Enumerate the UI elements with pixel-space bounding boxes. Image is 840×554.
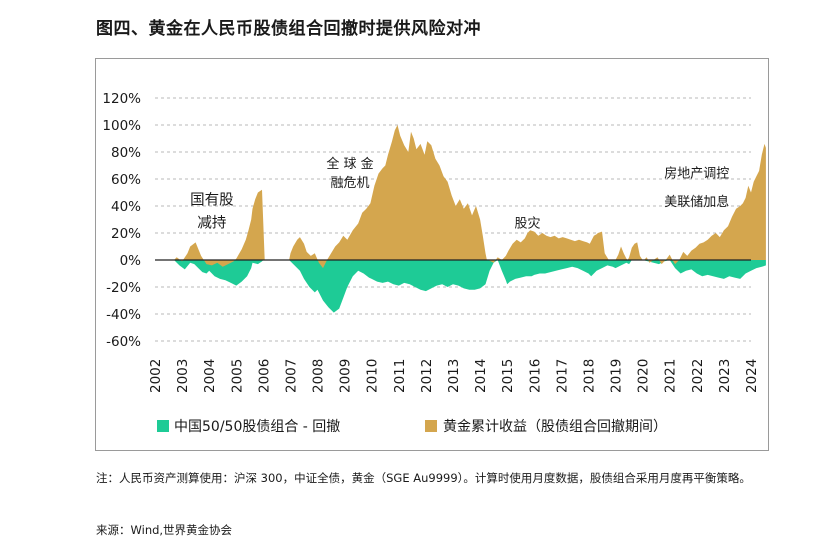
- x-tick-label: 2005: [229, 359, 245, 393]
- x-tick-label: 2004: [202, 359, 218, 393]
- y-tick-label: 40%: [111, 199, 141, 215]
- legend: 中国50/50股债组合 - 回撤 黄金累计收益（股债组合回撤期间）: [157, 418, 667, 435]
- event-annotation: 减持: [197, 215, 226, 232]
- x-tick-label: 2019: [609, 359, 625, 393]
- portfolio-drawdown-area: [174, 260, 766, 313]
- chart-frame: [95, 58, 769, 451]
- x-tick-label: 2010: [365, 359, 381, 393]
- gold-return-area: [174, 125, 766, 269]
- x-tick-label: 2021: [663, 359, 679, 393]
- x-tick-label: 2008: [311, 359, 327, 393]
- x-tick-label: 2017: [554, 359, 570, 393]
- x-tick-label: 2018: [581, 359, 597, 393]
- x-tick-label: 2023: [717, 359, 733, 393]
- x-tick-label: 2015: [500, 359, 516, 393]
- event-annotation: 股灾: [514, 216, 540, 232]
- legend-gold-swatch: [425, 420, 437, 432]
- y-tick-label: -20%: [106, 280, 141, 296]
- y-tick-label: 100%: [102, 118, 141, 134]
- x-tick-label: 2006: [256, 359, 272, 393]
- footnote: 注：人民币资产测算使用：沪深 300，中证全债，黄金（SGE Au9999）。计…: [96, 471, 751, 485]
- x-tick-label: 2012: [419, 359, 435, 393]
- x-tick-label: 2014: [473, 359, 489, 393]
- x-tick-label: 2016: [527, 359, 543, 393]
- y-tick-label: 20%: [111, 226, 141, 242]
- x-tick-label: 2022: [690, 359, 706, 393]
- event-annotation: 美联储加息: [664, 194, 729, 210]
- x-tick-label: 2009: [338, 359, 354, 393]
- legend-gold-label: 黄金累计收益（股债组合回撤期间）: [443, 418, 667, 435]
- x-tick-label: 2020: [636, 359, 652, 393]
- x-tick-label: 2002: [148, 359, 164, 393]
- y-tick-label: -60%: [106, 334, 141, 350]
- event-annotation: 国有股: [190, 192, 234, 209]
- series-layer: [174, 125, 766, 313]
- y-tick-label: 60%: [111, 172, 141, 188]
- y-tick-label: 0%: [120, 253, 142, 269]
- x-tick-label: 2013: [446, 359, 462, 393]
- event-annotation: 融危机: [331, 176, 370, 191]
- source-line: 来源：Wind,世界黄金协会: [96, 523, 233, 537]
- x-tick-label: 2003: [175, 359, 191, 393]
- legend-drawdown-label: 中国50/50股债组合 - 回撤: [174, 419, 340, 435]
- event-annotation: 房地产调控: [664, 166, 729, 182]
- y-tick-label: -40%: [106, 307, 141, 323]
- y-tick-label: 80%: [111, 145, 141, 161]
- x-axis-ticks: 2002 2003 2004 2005 2006 2007 2008 2009 2010 2011…: [148, 359, 760, 393]
- x-tick-label: 2011: [392, 359, 408, 393]
- x-tick-label: 2007: [283, 359, 299, 393]
- x-tick-label: 2024: [744, 359, 760, 393]
- event-annotation: 全 球 金: [326, 156, 373, 172]
- y-axis-ticks: 120% 100% 80% 60% 40% 20% 0% -20% -40% -60%: [102, 91, 141, 350]
- y-tick-label: 120%: [102, 91, 141, 107]
- figure-title: 图四、黄金在人民币股债组合回撤时提供风险对冲: [96, 19, 481, 39]
- legend-drawdown-swatch: [157, 420, 169, 432]
